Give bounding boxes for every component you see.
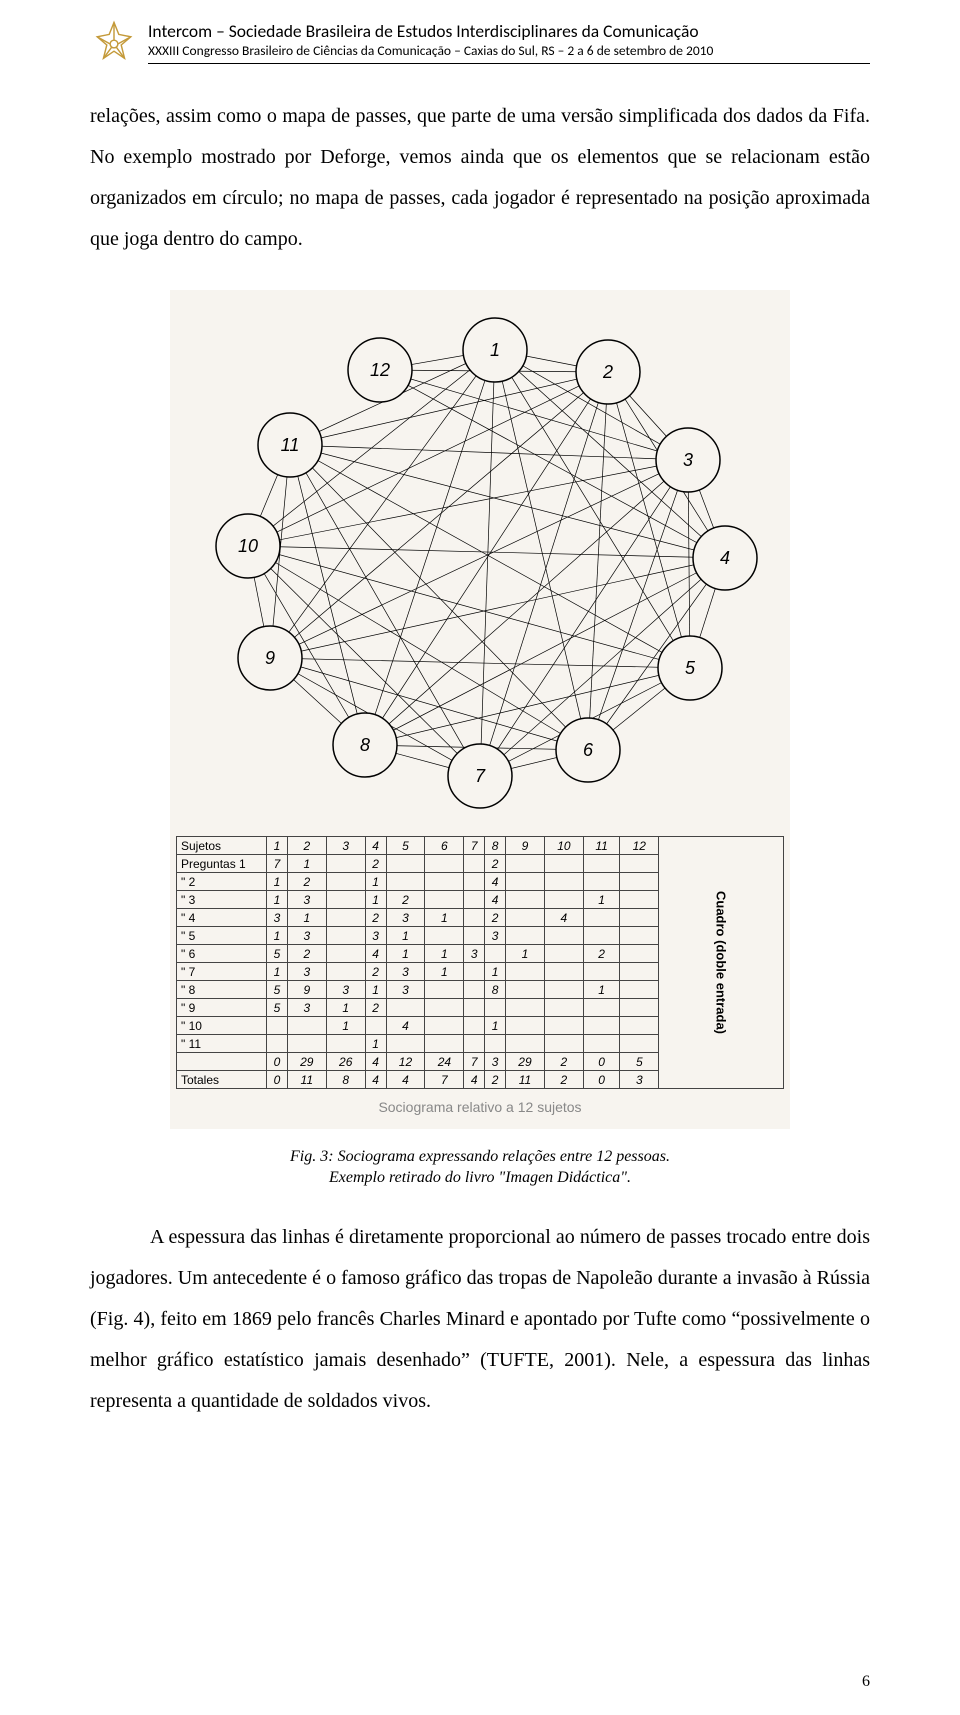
matrix-table: Sujetos123456789101112Cuadro (doble entr… — [176, 836, 784, 1089]
figcap-line-1: Fig. 3: Sociograma expressando relações … — [90, 1147, 870, 1168]
svg-text:10: 10 — [238, 536, 258, 556]
matrix-caption: Sociograma relativo a 12 sujetos — [176, 1099, 784, 1115]
svg-text:5: 5 — [685, 658, 696, 678]
paragraph-1: relações, assim como o mapa de passes, q… — [90, 96, 870, 260]
page-number: 6 — [862, 1673, 870, 1691]
header-line-1: Intercom – Sociedade Brasileira de Estud… — [148, 20, 870, 42]
page-header: Intercom – Sociedade Brasileira de Estud… — [90, 20, 870, 68]
svg-text:8: 8 — [360, 735, 370, 755]
svg-text:3: 3 — [683, 450, 693, 470]
figcap-line-2: Exemplo retirado do livro "Imagen Didáct… — [90, 1168, 870, 1189]
sociogram-svg: 123456789101112 — [170, 290, 790, 830]
svg-text:4: 4 — [720, 548, 730, 568]
svg-text:1: 1 — [490, 340, 500, 360]
svg-text:11: 11 — [281, 435, 300, 455]
svg-text:7: 7 — [475, 766, 486, 786]
header-line-2: XXXIII Congresso Brasileiro de Ciências … — [148, 42, 870, 59]
svg-text:2: 2 — [602, 362, 613, 382]
svg-text:9: 9 — [265, 648, 275, 668]
intercom-logo-icon — [90, 20, 138, 68]
svg-text:12: 12 — [370, 360, 390, 380]
header-titles: Intercom – Sociedade Brasileira de Estud… — [148, 20, 870, 64]
matrix-table-wrap: Sujetos123456789101112Cuadro (doble entr… — [170, 830, 790, 1129]
svg-text:6: 6 — [583, 740, 594, 760]
paragraph-2: A espessura das linhas é diretamente pro… — [90, 1217, 870, 1422]
figure-3-sociogram: 123456789101112 Sujetos123456789101112Cu… — [170, 290, 790, 1129]
figure-3-caption: Fig. 3: Sociograma expressando relações … — [90, 1147, 870, 1189]
